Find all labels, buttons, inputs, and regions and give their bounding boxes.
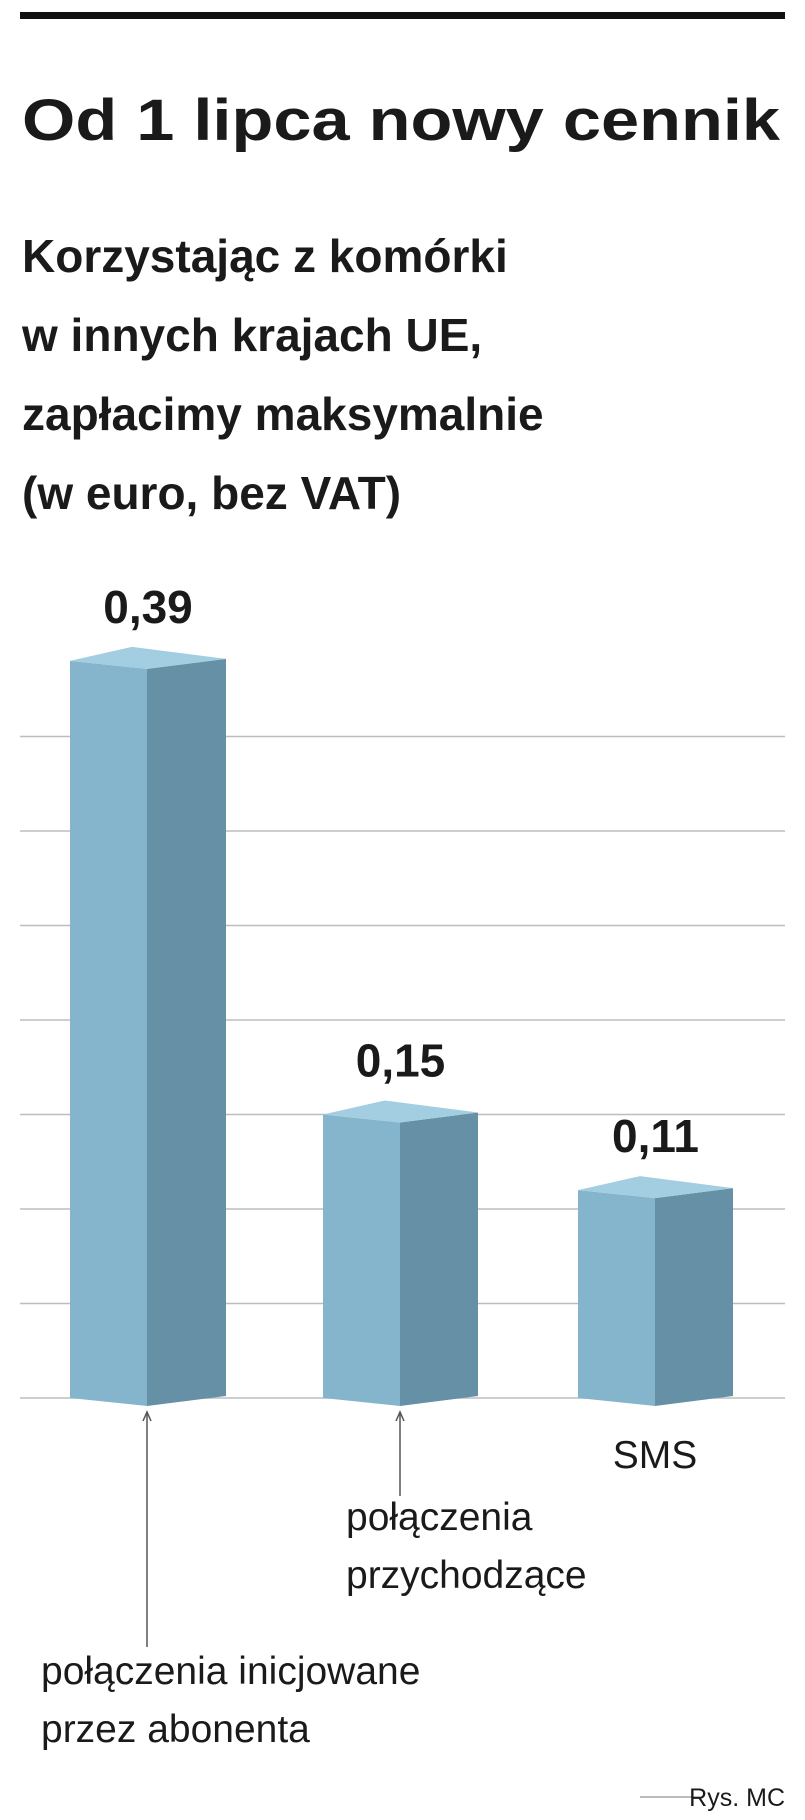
- bar-side: [400, 1112, 478, 1406]
- x-tick-label: przez abonenta: [41, 1708, 310, 1751]
- bar: [578, 1176, 733, 1406]
- pointer-head: [142, 1410, 152, 1422]
- top-rule: [20, 12, 785, 19]
- x-tick-label: połączenia inicjowane: [41, 1650, 420, 1693]
- bar-front: [70, 660, 147, 1406]
- subtitle: Korzystając z komórki w innych krajach UE…: [21, 230, 544, 519]
- bar-front: [323, 1114, 400, 1406]
- bar: [323, 1100, 478, 1406]
- x-tick-label: przychodzące: [346, 1554, 587, 1597]
- source: Rys. MC: [689, 1784, 785, 1812]
- value-label: 0,15: [356, 1035, 446, 1087]
- value-label: 0,11: [612, 1110, 699, 1162]
- x-tick-label: SMS: [613, 1434, 698, 1477]
- plot: 0,39 połączenia inicjowane przez abonenta 0…: [20, 581, 785, 1751]
- bar-top: [578, 1176, 733, 1199]
- bar-side: [147, 658, 226, 1406]
- bar: [70, 646, 226, 1406]
- subtitle-line: zapłacimy maksymalnie: [22, 388, 544, 440]
- bar-top: [70, 646, 226, 669]
- x-tick-label: połączenia: [346, 1496, 533, 1539]
- value-label: 0,39: [103, 581, 193, 633]
- subtitle-line: (w euro, bez VAT): [22, 467, 401, 519]
- bar-side: [655, 1188, 733, 1406]
- subtitle-line: Korzystając z komórki: [22, 230, 508, 282]
- bar-front: [578, 1190, 655, 1406]
- chart-title: Od 1 lipca nowy cennik: [22, 88, 781, 153]
- bar-top: [323, 1100, 478, 1123]
- pointer-head: [395, 1410, 405, 1422]
- subtitle-line: w innych krajach UE,: [21, 309, 482, 361]
